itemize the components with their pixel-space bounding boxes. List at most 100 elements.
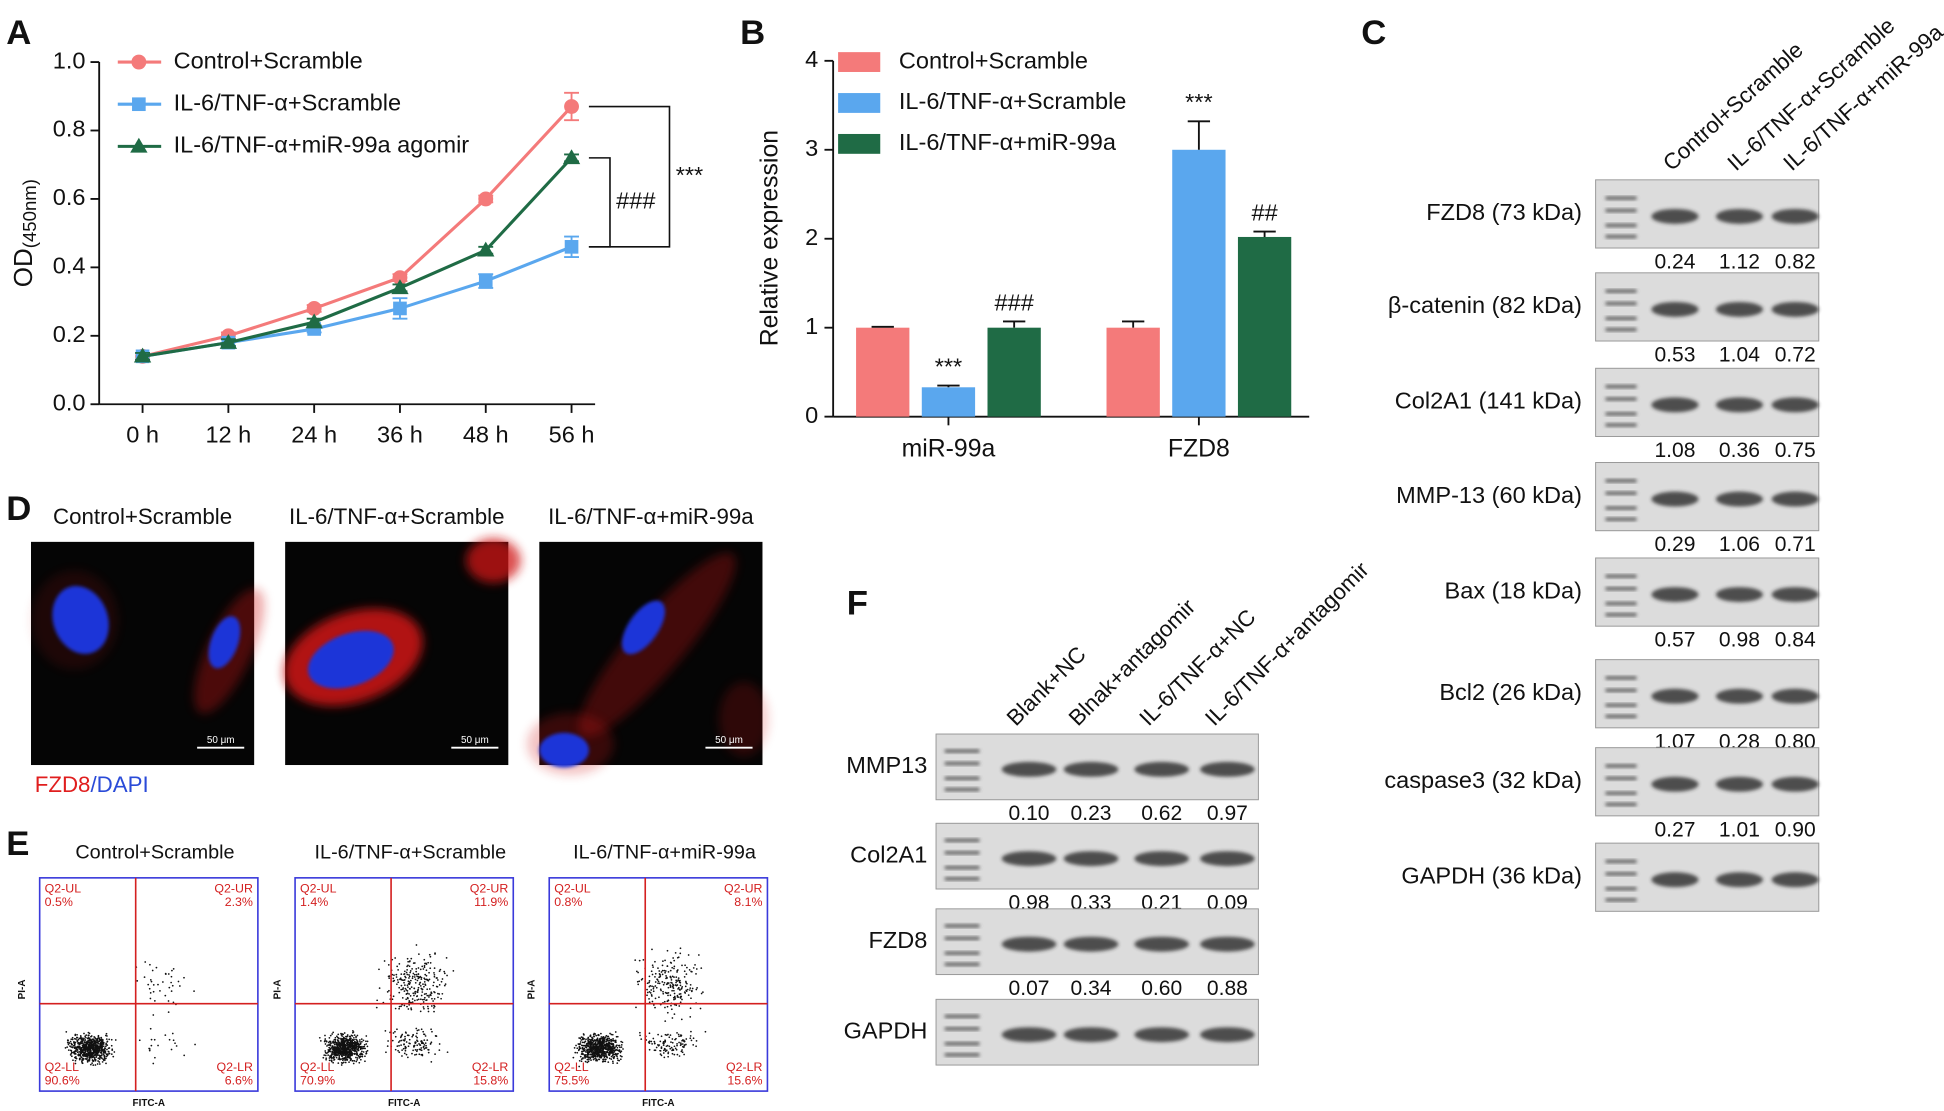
event-dot (646, 988, 648, 991)
event-dot (100, 1048, 103, 1050)
event-dot (327, 1041, 330, 1044)
event-dot (397, 1049, 399, 1052)
event-dot (424, 1042, 427, 1045)
event-dot (599, 1047, 601, 1049)
event-dot (665, 983, 668, 986)
event-dot (96, 1046, 99, 1049)
marker (133, 347, 152, 363)
event-dot (358, 1057, 361, 1059)
event-dot (680, 1034, 683, 1037)
event-dot (434, 1053, 436, 1055)
event-dot (682, 1039, 685, 1042)
event-dot (344, 1061, 347, 1064)
ladder-band (1605, 412, 1637, 416)
y-tick-label: 0.4 (53, 253, 86, 279)
event-dot (340, 1058, 343, 1060)
event-dot (575, 1044, 577, 1047)
event-dot (608, 1037, 611, 1040)
fzd8-signal (719, 681, 769, 757)
event-dot (688, 989, 691, 991)
event-dot (412, 1049, 414, 1052)
event-dot (670, 981, 672, 984)
event-dot (343, 1039, 345, 1042)
event-dot (639, 1034, 641, 1037)
event-dot (171, 969, 173, 972)
event-dot (671, 975, 674, 978)
event-dot (383, 960, 386, 962)
event-dot (421, 1053, 424, 1056)
ladder-band (1605, 491, 1637, 495)
event-dot (413, 962, 416, 964)
event-dot (328, 1046, 331, 1049)
event-dot (604, 1055, 607, 1057)
event-dot (411, 1052, 413, 1055)
event-dot (397, 981, 400, 984)
event-dot (356, 1034, 359, 1037)
event-dot (594, 1039, 597, 1042)
event-dot (106, 1044, 109, 1047)
event-dot (355, 1046, 357, 1048)
event-dot (654, 960, 656, 963)
event-dot (403, 984, 406, 987)
event-dot (592, 1047, 594, 1050)
event-dot (95, 1051, 98, 1054)
event-dot (387, 964, 390, 966)
event-dot (361, 1047, 364, 1050)
event-dot (397, 968, 399, 971)
event-dot (597, 1040, 600, 1043)
band-value: 0.29 (1654, 533, 1695, 556)
protein-band (1200, 1027, 1255, 1043)
event-dot (333, 1054, 336, 1056)
event-dot (353, 1047, 355, 1050)
event-dot (409, 981, 411, 984)
event-dot (608, 1057, 611, 1060)
event-dot (329, 1050, 332, 1053)
event-dot (319, 1040, 322, 1042)
event-dot (585, 1046, 587, 1049)
event-dot (601, 1054, 603, 1056)
event-dot (404, 987, 407, 990)
event-dot (609, 1045, 612, 1048)
event-dot (99, 1044, 102, 1047)
event-dot (611, 1060, 614, 1063)
event-dot (359, 1042, 362, 1045)
event-dot (341, 1033, 344, 1035)
quadrant-name: Q2-LR (216, 1060, 253, 1074)
event-dot (587, 1038, 590, 1040)
event-dot (324, 1034, 326, 1037)
event-dot (341, 1035, 344, 1037)
ladder-band (1605, 235, 1637, 239)
event-dot (99, 1051, 102, 1054)
event-dot (673, 967, 675, 970)
event-dot (74, 1055, 77, 1058)
event-dot (432, 1000, 434, 1002)
event-dot (74, 1059, 77, 1062)
event-dot (667, 1033, 669, 1036)
event-dot (162, 981, 164, 983)
event-dot (649, 991, 652, 994)
event-dot (658, 996, 660, 999)
event-dot (89, 1051, 91, 1053)
event-dot (343, 1054, 345, 1057)
event-dot (607, 1044, 609, 1047)
event-dot (670, 962, 673, 964)
event-dot (102, 1051, 105, 1054)
band-value: 0.97 (1207, 802, 1248, 825)
event-dot (586, 1042, 589, 1045)
event-dot (365, 1043, 368, 1045)
event-dot (424, 1035, 427, 1037)
event-dot (589, 1057, 592, 1060)
event-dot (441, 978, 444, 980)
event-dot (584, 1060, 587, 1063)
event-dot (653, 1049, 656, 1052)
event-dot (589, 1042, 591, 1045)
event-dot (329, 1044, 332, 1047)
event-dot (103, 1050, 106, 1053)
event-dot (93, 1051, 95, 1054)
event-dot (172, 1001, 175, 1004)
protein-label: β-catenin (82 kDa) (1388, 292, 1582, 318)
event-dot (690, 997, 692, 1000)
event-dot (676, 1053, 679, 1056)
event-dot (400, 1044, 402, 1047)
event-dot (375, 1006, 378, 1009)
